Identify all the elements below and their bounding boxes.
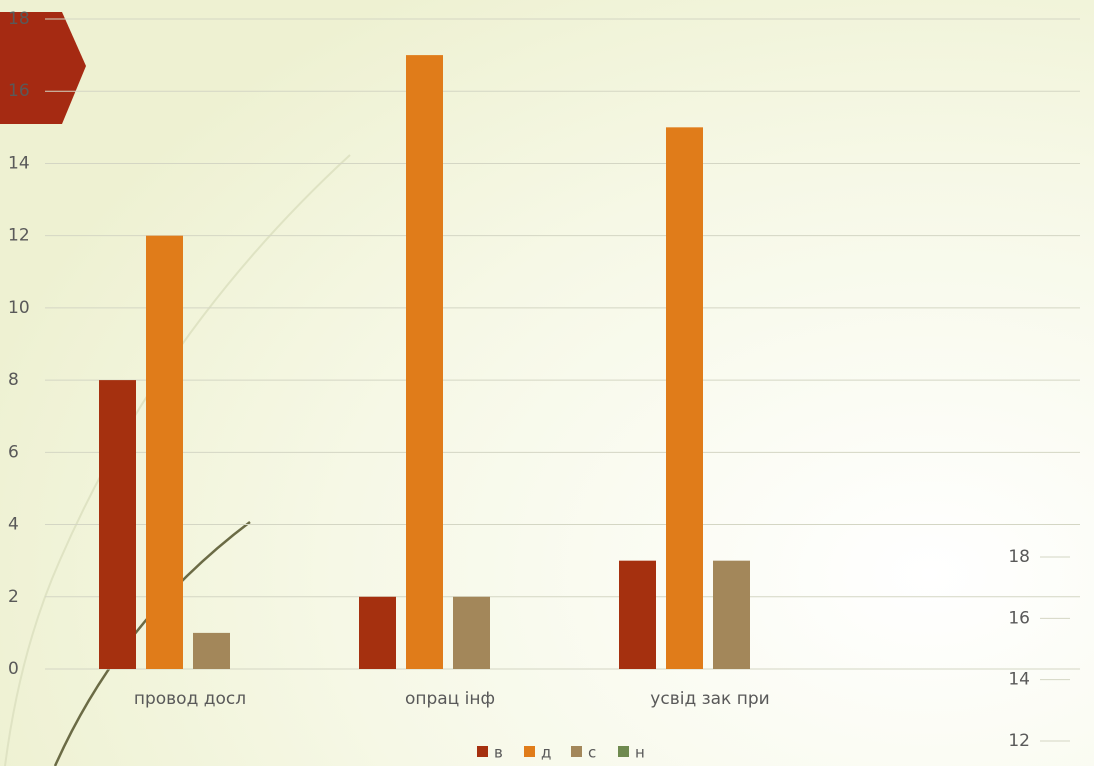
legend-swatch xyxy=(571,746,582,757)
bar xyxy=(146,235,183,669)
y-tick-label: 16 xyxy=(1008,608,1030,628)
bar xyxy=(713,560,750,669)
y-tick-label: 0 xyxy=(8,659,19,679)
legend-label: н xyxy=(635,744,645,762)
x-tick-label: опрац інф xyxy=(405,689,495,709)
y-tick-label: 2 xyxy=(8,587,19,607)
bar xyxy=(666,127,703,670)
decor-arrow xyxy=(0,12,86,124)
legend-swatch xyxy=(618,746,629,757)
y-tick-label: 14 xyxy=(8,153,30,173)
y-tick-label: 14 xyxy=(1008,670,1030,690)
legend-swatch xyxy=(524,746,535,757)
bar xyxy=(453,596,490,669)
bar xyxy=(619,560,656,669)
y-tick-label: 10 xyxy=(8,298,30,318)
bar xyxy=(406,55,443,670)
legend-label: в xyxy=(494,744,503,762)
bar xyxy=(193,632,230,669)
y-tick-label: 6 xyxy=(8,442,19,462)
legend-label: д xyxy=(541,744,551,762)
y-tick-label: 8 xyxy=(8,370,19,390)
bar xyxy=(359,596,396,669)
bar xyxy=(99,380,136,669)
y-tick-label: 12 xyxy=(1008,731,1030,751)
y-tick-label: 12 xyxy=(8,226,30,246)
decor-curve xyxy=(53,521,251,766)
decor-curve xyxy=(4,154,351,766)
legend-label: с xyxy=(588,744,596,762)
x-tick-label: провод досл xyxy=(134,689,246,709)
y-tick-label: 16 xyxy=(8,81,30,101)
x-tick-label: усвід зак при xyxy=(650,689,769,709)
y-tick-label: 18 xyxy=(1008,547,1030,567)
y-tick-label: 18 xyxy=(8,9,30,29)
y-tick-label: 4 xyxy=(8,515,19,535)
legend-swatch xyxy=(477,746,488,757)
